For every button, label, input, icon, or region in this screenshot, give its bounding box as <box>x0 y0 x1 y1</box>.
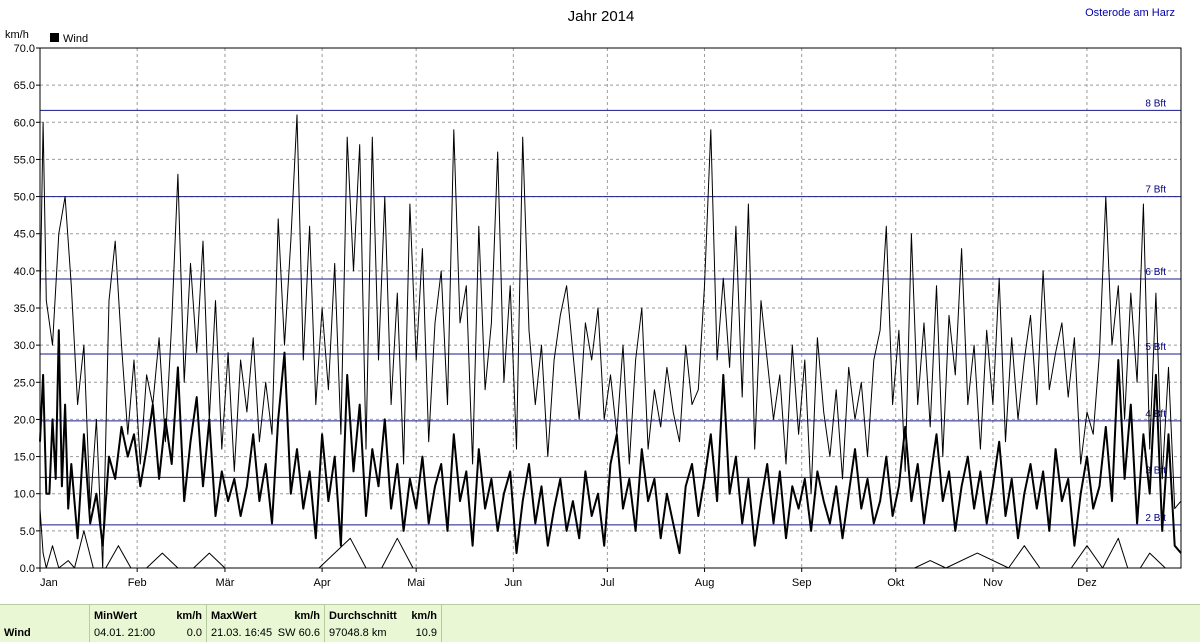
x-tick-label: Apr <box>314 577 331 589</box>
y-tick-label: 70.0 <box>14 43 35 55</box>
min-header: MinWert <box>94 610 138 622</box>
max-value: 60.6 <box>298 627 320 639</box>
plot-frame <box>39 47 1182 569</box>
beaufort-label: 4 Bft <box>1145 409 1166 420</box>
axes: 0.0 5.0 10.0 15.0 20.0 25.0 30.0 35.0 40.0 45.0 50… <box>14 43 1182 589</box>
max-unit: km/h <box>294 610 320 622</box>
station-name: Osterode am Harz <box>1085 7 1175 19</box>
min-value: 0.0 <box>186 627 202 639</box>
max-header: MaxWert <box>211 610 257 622</box>
min-time: 04.01. 21:00 <box>94 627 156 639</box>
y-tick-label: 10.0 <box>14 489 35 501</box>
stats-avg-cell: Durchschnitt km/h 97048.8 km 10.9 <box>325 605 442 642</box>
avg-value: 10.9 <box>415 627 437 639</box>
stats-row-label-cell: Wind <box>0 605 90 642</box>
x-tick-label: Jan <box>40 577 58 589</box>
beaufort-label: 7 Bft <box>1145 185 1166 196</box>
stats-min-cell: MinWert km/h 04.01. 21:00 0.0 <box>90 605 207 642</box>
y-tick-label: 50.0 <box>14 192 35 204</box>
x-tick-label: Aug <box>695 577 715 589</box>
beaufort-label: 8 Bft <box>1145 98 1166 109</box>
stats-max-cell: MaxWert km/h 21.03. 16:45 SW 60.6 <box>207 605 325 642</box>
x-tick-label: Nov <box>983 577 1003 589</box>
x-tick-label: Dez <box>1077 577 1097 589</box>
y-tick-label: 0.0 <box>20 563 35 575</box>
avg-distance: 97048.8 km <box>329 627 387 639</box>
series-line-böen <box>39 114 1182 569</box>
x-tick-label: Jun <box>504 577 522 589</box>
statistics-bar: Wind MinWert km/h 04.01. 21:00 0.0 MaxWe… <box>0 604 1200 642</box>
legend-swatch <box>50 33 59 42</box>
y-tick-label: 65.0 <box>14 80 35 92</box>
legend-label-wind: Wind <box>63 33 88 45</box>
y-tick-label: 35.0 <box>14 303 35 315</box>
x-tick-label: Jul <box>600 577 614 589</box>
max-time: 21.03. 16:45 <box>211 627 273 639</box>
x-tick-label: Feb <box>128 577 147 589</box>
avg-unit: km/h <box>411 610 437 622</box>
y-tick-label: 20.0 <box>14 414 35 426</box>
x-tick-label: Mär <box>215 577 234 589</box>
avg-header: Durchschnitt <box>329 610 397 622</box>
y-tick-label: 5.0 <box>20 526 35 538</box>
y-tick-label: 30.0 <box>14 340 35 352</box>
y-tick-label: 45.0 <box>14 229 35 241</box>
y-tick-label: 60.0 <box>14 117 35 129</box>
beaufort-label: 6 Bft <box>1145 267 1166 278</box>
x-tick-label: Okt <box>887 577 904 589</box>
chart-title: Jahr 2014 <box>568 8 635 25</box>
x-tick-label: Sep <box>792 577 812 589</box>
series-line-min <box>39 508 1181 569</box>
beaufort-label: 5 Bft <box>1145 342 1166 353</box>
y-tick-label: 15.0 <box>14 452 35 464</box>
min-unit: km/h <box>176 610 202 622</box>
x-tick-label: Mai <box>407 577 425 589</box>
beaufort-lines: 2 Bft 3 Bft 4 Bft 5 Bft 6 Bft 7 Bft 8 Bft <box>40 98 1181 526</box>
beaufort-label: 3 Bft <box>1145 465 1166 476</box>
y-axis-label: km/h <box>5 29 29 41</box>
wind-chart: Jahr 2014 Osterode am Harz km/h Wind 2 B… <box>5 7 1182 589</box>
beaufort-label: 2 Bft <box>1145 513 1166 524</box>
stats-row-label: Wind <box>4 627 31 639</box>
y-tick-label: 40.0 <box>14 266 35 278</box>
series <box>39 114 1182 569</box>
series-line-wind <box>39 329 1182 555</box>
y-tick-label: 25.0 <box>14 377 35 389</box>
max-direction: SW <box>277 627 296 639</box>
y-tick-label: 55.0 <box>14 154 35 166</box>
